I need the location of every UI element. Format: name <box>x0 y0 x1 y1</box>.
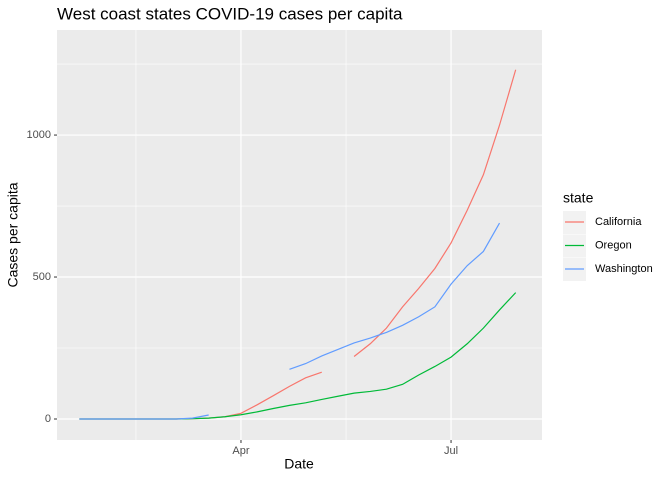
y-tick-label: 0 <box>45 413 51 425</box>
y-axis-label: Cases per capita <box>5 182 21 287</box>
x-tick-label: Jul <box>444 445 458 457</box>
x-axis-label: Date <box>284 456 314 472</box>
x-tick-label: Apr <box>232 445 249 457</box>
legend-title: state <box>563 190 594 206</box>
legend-label: California <box>595 216 642 228</box>
plot-background <box>57 30 542 440</box>
y-tick-label: 500 <box>33 271 51 283</box>
legend-label: Washington <box>595 263 653 275</box>
legend-label: Oregon <box>595 239 632 251</box>
chart-title: West coast states COVID-19 cases per cap… <box>57 4 403 23</box>
series-line <box>79 222 501 420</box>
y-tick-label: 1000 <box>27 129 51 141</box>
